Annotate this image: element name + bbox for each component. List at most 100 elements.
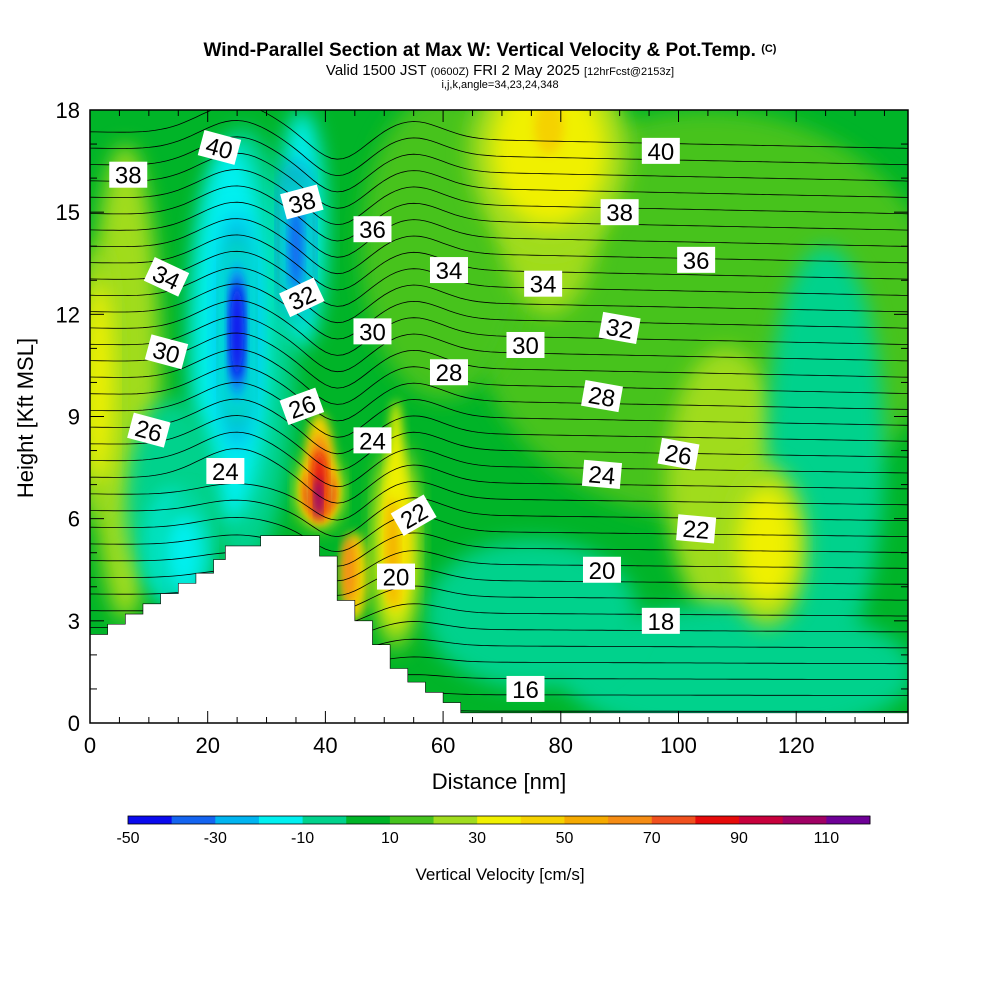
theta-label: 34 (524, 270, 563, 299)
x-tick-label: 120 (778, 733, 815, 758)
title-mark: (C) (761, 43, 777, 55)
colorbar-swatch (433, 816, 478, 824)
theta-label: 34 (429, 257, 468, 285)
terrain-mask (90, 535, 908, 723)
svg-text:36: 36 (683, 248, 710, 275)
theta-contour (90, 110, 908, 160)
theta-contour (90, 267, 908, 324)
svg-text:20: 20 (589, 558, 616, 585)
colorbar-tick-label: 90 (730, 830, 748, 847)
theta-label: 18 (641, 607, 680, 636)
svg-text:38: 38 (606, 200, 633, 227)
y-tick-label: 15 (56, 200, 80, 225)
svg-text:22: 22 (682, 516, 711, 545)
svg-text:18: 18 (647, 609, 674, 636)
svg-text:26: 26 (663, 440, 694, 471)
theta-label: 28 (581, 379, 623, 413)
theta-contour (90, 497, 908, 538)
theta-label: 32 (598, 311, 641, 345)
theta-contour (90, 514, 908, 553)
colorbar-tick-label: -10 (291, 830, 314, 847)
velocity-feature-upper-updraft-band (469, 110, 630, 256)
theta-contour (90, 332, 908, 389)
svg-text:38: 38 (115, 163, 142, 190)
colorbar-swatch (477, 816, 522, 824)
colorbar-swatch (826, 816, 871, 824)
theta-label: 30 (506, 331, 545, 360)
x-tick-label: 60 (431, 733, 455, 758)
y-tick-label: 18 (56, 98, 80, 123)
colorbar-tick-label: 110 (814, 830, 840, 847)
svg-text:36: 36 (359, 217, 386, 244)
colorbar-swatch (564, 816, 609, 824)
theta-contour (90, 250, 908, 307)
svg-text:32: 32 (604, 314, 635, 345)
chart-subtitle: Valid 1500 JST (0600Z) FRI 2 May 2025 [1… (326, 62, 674, 79)
theta-contour (90, 532, 908, 567)
colorbar-swatch (782, 816, 827, 824)
theta-contour (90, 381, 908, 438)
svg-text:28: 28 (436, 360, 463, 387)
theta-contour (90, 185, 908, 242)
colorbar-swatch (739, 816, 784, 824)
x-tick-label: 0 (84, 733, 96, 758)
theta-contour (90, 348, 908, 405)
theta-label: 24 (206, 457, 245, 486)
svg-text:24: 24 (359, 428, 386, 455)
velocity-core (534, 110, 564, 155)
theta-contour (90, 201, 908, 258)
theta-label: 36 (677, 246, 716, 275)
svg-text:24: 24 (212, 459, 239, 486)
theta-contour (90, 448, 908, 504)
colorbar-swatch (608, 816, 653, 824)
y-tick-label: 0 (68, 711, 80, 736)
svg-text:16: 16 (512, 677, 539, 704)
theta-contour (90, 398, 908, 455)
colorbar-label: Vertical Velocity [cm/s] (415, 865, 584, 884)
theta-label: 36 (353, 216, 392, 244)
colorbar-swatch (215, 816, 260, 824)
colorbar-swatch (651, 816, 696, 824)
colorbar-tick-label: 10 (381, 830, 399, 847)
svg-text:34: 34 (436, 258, 463, 285)
colorbar-tick-label: -30 (204, 830, 227, 847)
theta-contour (90, 299, 908, 356)
colorbar-swatch (302, 816, 347, 824)
y-tick-label: 12 (56, 302, 80, 327)
y-axis-label: Height [Kft MSL] (13, 338, 38, 498)
theta-contour (90, 365, 908, 422)
colorbar-tick-label: 30 (468, 830, 486, 847)
theta-contour (90, 316, 908, 373)
velocity-feature-primary-downdraft (224, 232, 251, 430)
svg-text:20: 20 (383, 565, 410, 592)
theta-label: 40 (641, 137, 680, 166)
theta-label: 20 (377, 563, 416, 592)
colorbar: -50 -30 -10 10 30 50 70 90 110 (116, 815, 871, 847)
colorbar-swatch (128, 816, 173, 824)
theta-contour (90, 431, 908, 488)
theta-label: 24 (353, 427, 392, 455)
theta-contour (90, 283, 908, 340)
x-tick-label: 40 (313, 733, 337, 758)
x-tick-label: 20 (195, 733, 219, 758)
colorbar-tick-label: -50 (116, 830, 139, 847)
colorbar-tick-label: 50 (556, 830, 574, 847)
plot-area: 3840383634323434403836303030322828262624… (90, 110, 908, 723)
theta-label: 26 (127, 412, 171, 448)
colorbar-swatch (695, 816, 740, 824)
theta-contour (90, 218, 908, 275)
theta-contour (90, 415, 908, 471)
potential-temperature-labels: 3840383634323434403836303030322828262624… (109, 129, 717, 704)
y-tick-label: 9 (68, 405, 80, 430)
chart-info-line: i,j,k,angle=34,23,24,348 (441, 79, 558, 91)
theta-contour (90, 120, 908, 177)
velocity-core (314, 477, 322, 519)
x-axis: 0 20 40 60 80 100 120 (84, 110, 885, 758)
theta-label: 30 (144, 334, 189, 370)
colorbar-swatch (258, 816, 304, 824)
theta-label: 24 (581, 459, 623, 491)
theta-label: 20 (582, 556, 621, 585)
theta-label: 16 (506, 675, 545, 704)
colorbar-swatch (520, 816, 565, 824)
